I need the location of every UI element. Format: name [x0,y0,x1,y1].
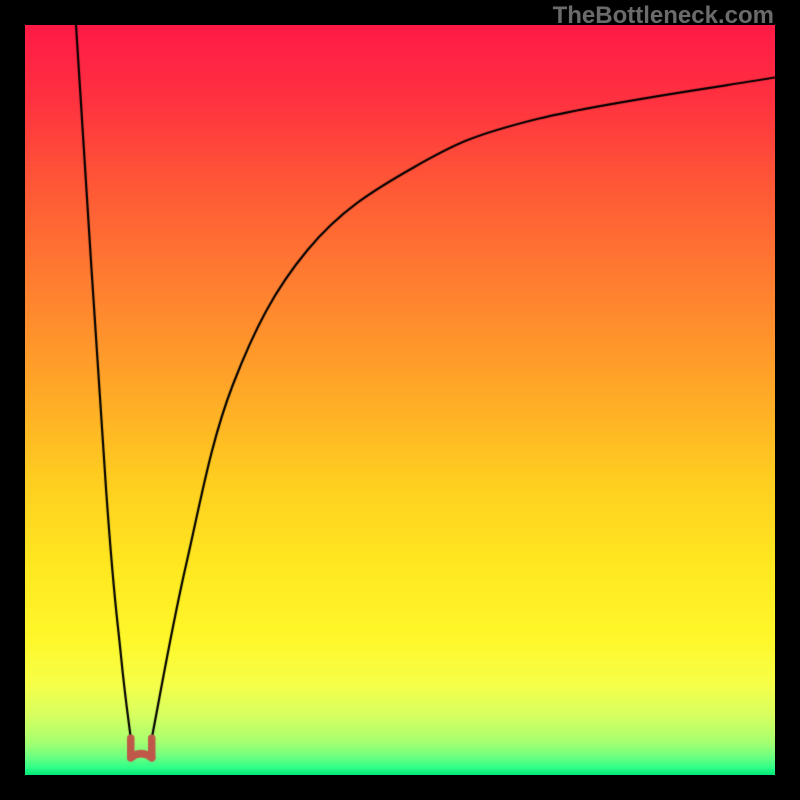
chart-plot-area [25,25,775,775]
bottleneck-curve-chart [25,25,775,775]
watermark-text: TheBottleneck.com [553,2,774,30]
